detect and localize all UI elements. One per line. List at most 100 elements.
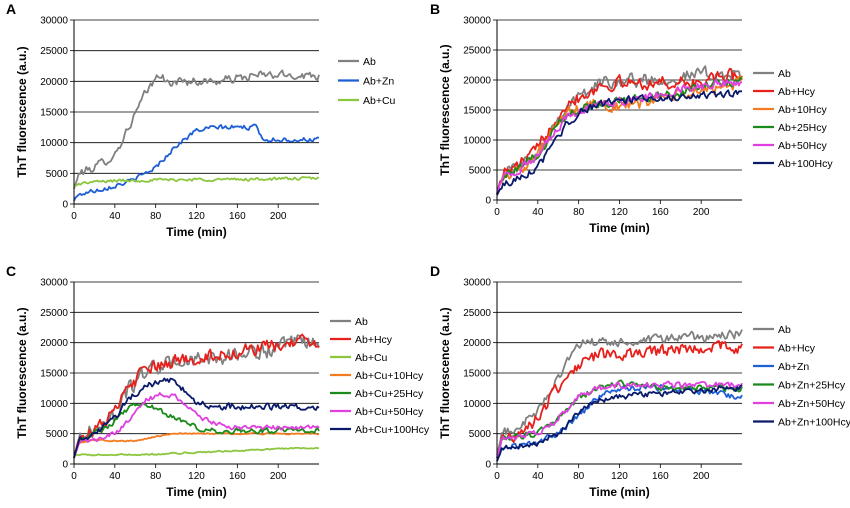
legend-label: Ab+Zn+50Hcy — [778, 398, 846, 410]
y-axis-title: ThT fluorescence (a.u.) — [438, 307, 452, 438]
panel-label: B — [430, 1, 440, 17]
x-tick-label: 0 — [71, 211, 77, 222]
x-tick-label: 120 — [188, 471, 205, 482]
x-tick-label: 40 — [532, 471, 544, 482]
series-line — [73, 334, 320, 459]
y-tick-label: 5000 — [469, 166, 492, 177]
y-tick-label: 15000 — [463, 106, 491, 117]
series-line — [496, 89, 742, 196]
y-tick-label: 20000 — [40, 338, 68, 349]
x-axis-title: Time (min) — [589, 221, 649, 235]
x-tick-label: 200 — [693, 471, 710, 482]
x-tick-label: 160 — [229, 471, 246, 482]
panel-label: D — [430, 263, 440, 279]
x-tick-label: 40 — [532, 207, 544, 218]
series-line — [73, 377, 320, 459]
legend-label: Ab+Cu+25Hcy — [355, 388, 424, 400]
y-tick-label: 30000 — [463, 16, 491, 27]
x-tick-label: 0 — [71, 471, 77, 482]
legend-label: Ab+50Hcy — [778, 140, 827, 152]
series-line — [73, 123, 320, 202]
y-tick-label: 25000 — [40, 308, 68, 319]
y-tick-label: 5000 — [469, 429, 492, 440]
legend-label: Ab+Cu+10Hcy — [355, 370, 424, 382]
y-tick-label: 30000 — [463, 278, 491, 289]
series-line — [496, 380, 743, 459]
y-tick-label: 15000 — [463, 369, 491, 380]
x-tick-label: 40 — [109, 211, 121, 222]
y-tick-label: 20000 — [463, 76, 491, 87]
y-tick-label: 0 — [62, 460, 68, 471]
series-line — [496, 67, 743, 195]
y-tick-label: 5000 — [46, 169, 69, 180]
legend-label: Ab+Hcy — [355, 334, 393, 346]
y-tick-label: 10000 — [463, 136, 491, 147]
x-tick-label: 0 — [494, 207, 500, 218]
legend-label: Ab+Zn — [363, 75, 394, 87]
x-axis-title: Time (min) — [166, 225, 226, 239]
x-axis-title: Time (min) — [166, 485, 226, 499]
series-line — [73, 69, 320, 189]
y-tick-label: 20000 — [40, 77, 68, 88]
y-tick-label: 10000 — [40, 399, 68, 410]
y-tick-label: 25000 — [40, 46, 68, 57]
legend-label: Ab+Zn — [778, 361, 809, 373]
x-tick-label: 80 — [573, 471, 585, 482]
legend-label: Ab+Cu — [363, 95, 396, 107]
y-tick-label: 5000 — [46, 429, 69, 440]
x-tick-label: 200 — [270, 211, 287, 222]
y-tick-label: 20000 — [463, 338, 491, 349]
x-tick-label: 80 — [150, 471, 162, 482]
series-line — [74, 446, 319, 457]
x-tick-label: 120 — [611, 207, 628, 218]
y-tick-label: 30000 — [40, 16, 68, 27]
legend-label: Ab+Hcy — [778, 342, 816, 354]
legend-label: Ab+Hcy — [778, 86, 816, 98]
y-tick-label: 15000 — [40, 369, 68, 380]
y-tick-label: 0 — [62, 200, 68, 211]
series-line — [496, 379, 743, 459]
legend-label: Ab — [355, 316, 368, 328]
legend-label: Ab — [363, 56, 376, 68]
series-line — [73, 176, 320, 188]
x-tick-label: 160 — [229, 211, 246, 222]
legend-label: Ab — [778, 324, 791, 336]
series-line — [496, 74, 743, 195]
legend-label: Ab+10Hcy — [778, 104, 827, 116]
series-line — [73, 431, 320, 459]
series-line — [496, 78, 743, 195]
y-tick-label: 0 — [485, 460, 491, 471]
y-tick-label: 0 — [485, 196, 491, 207]
y-axis-title: ThT fluorescence (a.u.) — [438, 44, 452, 175]
legend-label: Ab+100Hcy — [778, 158, 833, 170]
x-tick-label: 40 — [109, 471, 121, 482]
series-line — [496, 329, 743, 456]
legend-label: Ab — [778, 68, 791, 80]
legend-label: Ab+Zn+100Hcy — [778, 416, 850, 428]
y-tick-label: 25000 — [463, 308, 491, 319]
series-line — [73, 333, 320, 459]
y-tick-label: 30000 — [40, 278, 68, 289]
x-tick-label: 120 — [188, 211, 205, 222]
legend-label: Ab+Cu+50Hcy — [355, 406, 424, 418]
legend-label: Ab+Cu — [355, 352, 388, 364]
y-tick-label: 15000 — [40, 108, 68, 119]
legend-label: Ab+Cu+100Hcy — [355, 424, 430, 436]
panel-label: C — [6, 263, 16, 279]
y-axis-title: ThT fluorescence (a.u.) — [15, 46, 29, 177]
x-tick-label: 80 — [150, 211, 162, 222]
legend-label: Ab+Zn+25Hcy — [778, 379, 846, 391]
x-tick-label: 200 — [693, 207, 710, 218]
x-tick-label: 80 — [573, 207, 585, 218]
panel-label: A — [6, 1, 16, 17]
y-tick-label: 25000 — [463, 46, 491, 57]
legend-label: Ab+25Hcy — [778, 122, 827, 134]
series-line — [496, 340, 743, 459]
y-tick-label: 10000 — [40, 138, 68, 149]
x-tick-label: 160 — [652, 471, 669, 482]
series-line — [73, 392, 320, 459]
y-tick-label: 10000 — [463, 399, 491, 410]
series-line — [496, 384, 743, 462]
x-tick-label: 0 — [494, 471, 500, 482]
